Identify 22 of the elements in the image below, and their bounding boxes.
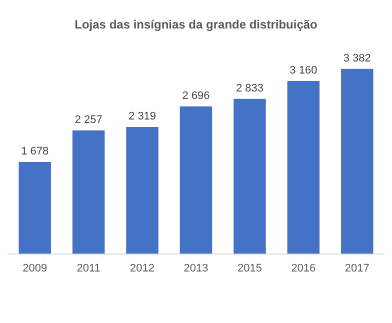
x-tick-label: 2017: [344, 262, 370, 274]
x-tick-label: 2009: [22, 262, 48, 274]
data-label: 2 696: [182, 90, 210, 102]
data-label: 2 833: [236, 82, 264, 94]
bar: [234, 98, 266, 254]
x-tick-label: 2015: [237, 262, 262, 274]
x-tick-label: 2011: [76, 262, 100, 274]
data-label: 3 160: [290, 64, 318, 77]
data-label: 1 678: [21, 146, 49, 158]
data-label: 3 382: [343, 52, 371, 64]
bar: [287, 80, 320, 254]
bar: [180, 106, 212, 254]
x-tick-label: 2012: [130, 262, 155, 274]
bar: [126, 126, 158, 254]
chart-title: Lojas das insígnias da grande distribuição: [74, 18, 318, 32]
x-tick-label: 2013: [184, 262, 208, 274]
x-tick-label: 2016: [291, 262, 316, 274]
data-label: 2 257: [74, 114, 102, 126]
bar: [72, 130, 105, 254]
data-label: 2 319: [128, 110, 156, 123]
bar: [18, 162, 51, 254]
bar: [341, 68, 374, 254]
